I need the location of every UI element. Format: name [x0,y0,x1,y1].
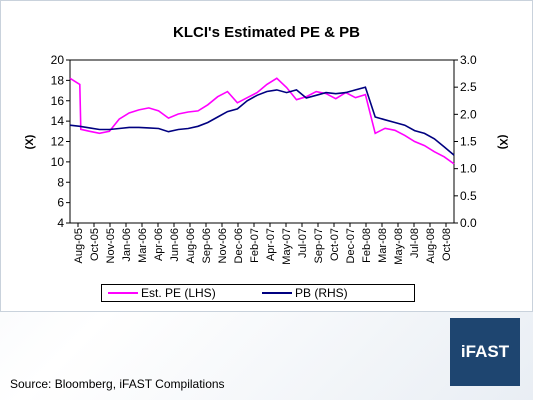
x-tick-label: Dec-07 [345,228,357,263]
x-tick-label: Mar-08 [377,228,389,263]
legend-item-pb: PB (RHS) [262,286,348,300]
left-tick-label: 12 [51,135,65,149]
legend-label-pe: Est. PE (LHS) [141,286,216,300]
right-axis: 0.0 0.5 1.0 1.5 2.0 2.5 3.0 [454,53,477,230]
x-tick-label: Aug-05 [73,228,85,263]
x-tick-label: May-07 [281,228,293,265]
x-tick-label: Apr-06 [153,228,165,261]
right-tick-label: 2.5 [460,80,477,94]
right-axis-label: (X) [497,135,509,150]
x-tick-label: Nov-06 [217,228,229,263]
source-note: Source: Bloomberg, iFAST Compilations [10,377,225,391]
right-tick-label: 1.0 [460,162,477,176]
left-tick-label: 14 [51,114,65,128]
legend-swatch-pb [262,292,292,294]
left-tick-label: 4 [57,216,64,230]
x-tick-label: Nov-05 [105,228,117,263]
x-tick-label: Jun-06 [169,228,181,262]
left-axis-label: (X) [24,134,36,149]
ifast-logo: iFAST [450,318,520,386]
series-pb-line [69,86,455,156]
left-tick-label: 8 [57,175,64,189]
x-tick-label: Sep-06 [201,228,213,263]
left-axis: 4 6 8 10 12 14 16 18 20 [51,53,70,230]
x-axis: Aug-05 Oct-05 Nov-05 Jan-06 Mar-06 Apr-06 Jun-… [73,223,453,265]
left-tick-label: 6 [57,196,64,210]
right-tick-label: 3.0 [460,53,477,67]
x-tick-label: Jul-08 [409,228,421,258]
legend-swatch-pe [108,292,138,294]
x-tick-label: Mar-06 [137,228,149,263]
x-tick-label: Oct-05 [89,228,101,261]
plot-area [69,59,455,224]
x-tick-label: Feb-07 [249,228,261,263]
chart-legend: Est. PE (LHS) PB (RHS) [101,284,415,302]
x-tick-label: Jul-07 [297,228,309,258]
right-tick-label: 1.5 [460,135,477,149]
x-tick-label: May-08 [393,228,405,265]
x-tick-label: Aug-08 [425,228,437,263]
x-tick-label: Jan-06 [121,228,133,262]
x-tick-label: Aug-06 [185,228,197,263]
left-tick-label: 10 [51,155,65,169]
x-tick-label: Dec-06 [233,228,245,263]
left-tick-label: 16 [51,94,65,108]
chart-plot: 4 6 8 10 12 14 16 18 20 0.0 0.5 1.0 1.5 2.0 2.5 3.0 Au… [24,53,509,265]
left-tick-label: 18 [51,73,65,87]
legend-item-pe: Est. PE (LHS) [108,286,216,300]
left-tick-label: 20 [51,53,65,67]
chart-title: KLCI's Estimated PE & PB [173,24,360,41]
x-tick-label: Oct-07 [329,228,341,261]
x-tick-label: Oct-08 [441,228,453,261]
x-tick-label: Feb-08 [361,228,373,263]
right-tick-label: 0.0 [460,216,477,230]
x-tick-label: Apr-07 [265,228,277,261]
legend-label-pb: PB (RHS) [295,286,348,300]
series-pe-line [69,77,455,165]
x-tick-label: Sep-07 [313,228,325,263]
right-tick-label: 0.5 [460,189,477,203]
right-tick-label: 2.0 [460,107,477,121]
